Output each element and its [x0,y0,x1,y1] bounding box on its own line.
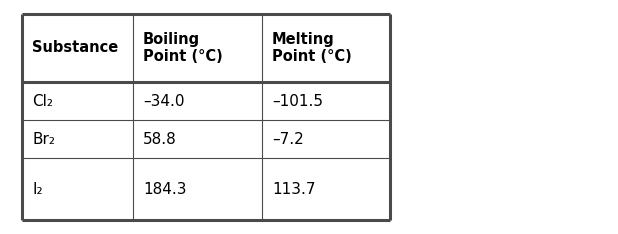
Text: Cl₂: Cl₂ [32,94,53,109]
Text: –101.5: –101.5 [272,94,323,109]
Text: Melting
Point (°C): Melting Point (°C) [272,32,352,64]
Text: –34.0: –34.0 [143,94,185,109]
Text: Boiling
Point (°C): Boiling Point (°C) [143,32,222,64]
Text: –7.2: –7.2 [272,132,304,146]
Text: 58.8: 58.8 [143,132,177,146]
Text: Br₂: Br₂ [32,132,55,146]
Text: Substance: Substance [32,40,118,55]
Text: 184.3: 184.3 [143,182,187,197]
Text: 113.7: 113.7 [272,182,316,197]
Text: I₂: I₂ [32,182,43,197]
